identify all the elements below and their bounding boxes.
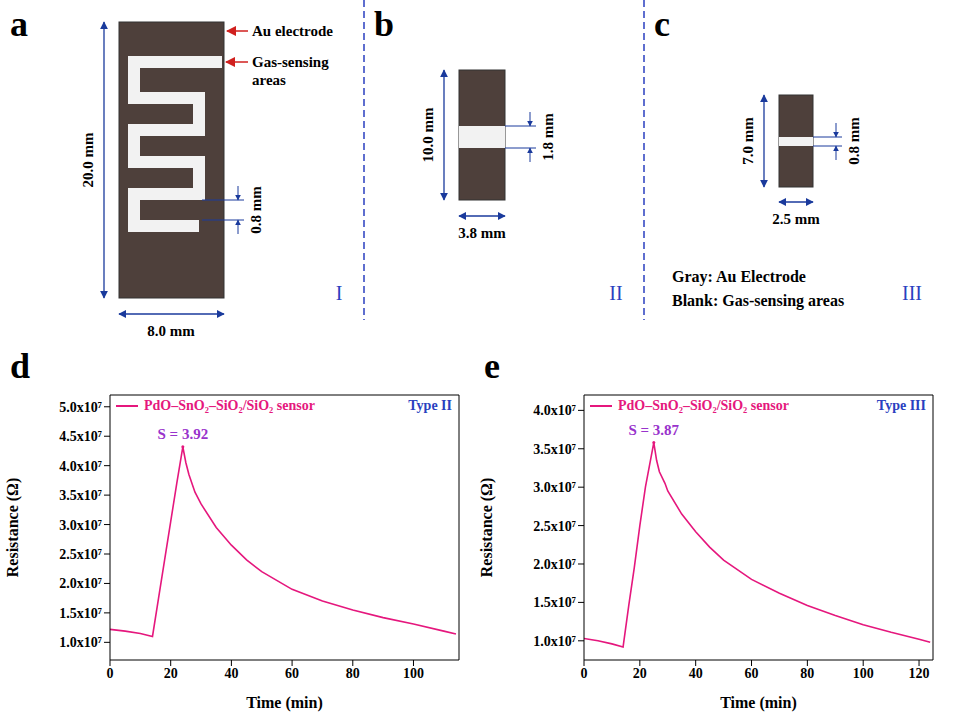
svg-text:4.0x10⁷: 4.0x10⁷ xyxy=(533,403,576,418)
svg-text:3.5x10⁷: 3.5x10⁷ xyxy=(59,488,102,503)
svg-text:Resistance (Ω): Resistance (Ω) xyxy=(4,478,22,577)
html-text:Type II: Type II xyxy=(408,398,452,413)
svg-text:Blank: Gas-sensing areas: Blank: Gas-sensing areas xyxy=(672,292,844,310)
svg-text:8.0 mm: 8.0 mm xyxy=(147,323,195,339)
svg-text:20.0 mm: 20.0 mm xyxy=(80,132,96,187)
svg-text:60: 60 xyxy=(285,666,299,681)
svg-text:3.0x10⁷: 3.0x10⁷ xyxy=(533,480,576,495)
svg-text:Resistance (Ω): Resistance (Ω) xyxy=(478,478,496,577)
svg-text:Gas-sensing: Gas-sensing xyxy=(252,54,329,70)
svg-text:5.0x10⁷: 5.0x10⁷ xyxy=(59,400,102,415)
svg-text:2.5x10⁷: 2.5x10⁷ xyxy=(59,547,102,562)
svg-text:40: 40 xyxy=(689,666,703,681)
svg-text:7.0 mm: 7.0 mm xyxy=(740,117,756,165)
html-text:e: e xyxy=(484,346,500,386)
svg-text:Au electrode: Au electrode xyxy=(252,23,333,39)
svg-text:100: 100 xyxy=(403,666,424,681)
svg-text:0.8 mm: 0.8 mm xyxy=(846,117,862,165)
svg-text:100: 100 xyxy=(853,666,874,681)
svg-text:areas: areas xyxy=(252,72,286,88)
html-text:PdO–SnO₂–SiO₂/SiO₂ sensor: PdO–SnO₂–SiO₂/SiO₂ sensor xyxy=(618,398,789,413)
svg-text:2.5 mm: 2.5 mm xyxy=(772,211,820,227)
svg-text:II: II xyxy=(609,282,622,304)
svg-text:I: I xyxy=(336,282,343,304)
svg-text:2.0x10⁷: 2.0x10⁷ xyxy=(533,557,576,572)
svg-text:80: 80 xyxy=(800,666,814,681)
svg-text:S = 3.87: S = 3.87 xyxy=(628,422,679,438)
svg-text:2.0x10⁷: 2.0x10⁷ xyxy=(59,576,102,591)
svg-text:1.5x10⁷: 1.5x10⁷ xyxy=(533,595,576,610)
html-text:d: d xyxy=(10,346,30,386)
svg-text:1.5x10⁷: 1.5x10⁷ xyxy=(59,606,102,621)
svg-text:III: III xyxy=(902,282,922,304)
svg-text:3.8 mm: 3.8 mm xyxy=(458,225,506,241)
svg-text:Gray: Au Electrode: Gray: Au Electrode xyxy=(672,268,806,286)
svg-text:3.0x10⁷: 3.0x10⁷ xyxy=(59,518,102,533)
svg-text:60: 60 xyxy=(745,666,759,681)
svg-text:80: 80 xyxy=(346,666,360,681)
svg-text:3.5x10⁷: 3.5x10⁷ xyxy=(533,442,576,457)
svg-text:4.0x10⁷: 4.0x10⁷ xyxy=(59,459,102,474)
svg-text:Time (min): Time (min) xyxy=(246,694,323,712)
svg-text:20: 20 xyxy=(633,666,647,681)
svg-text:Time (min): Time (min) xyxy=(720,694,797,712)
svg-text:b: b xyxy=(374,4,394,44)
svg-text:S = 3.92: S = 3.92 xyxy=(158,426,209,442)
svg-text:40: 40 xyxy=(224,666,238,681)
svg-text:2.5x10⁷: 2.5x10⁷ xyxy=(533,519,576,534)
svg-text:1.0x10⁷: 1.0x10⁷ xyxy=(533,634,576,649)
svg-text:4.5x10⁷: 4.5x10⁷ xyxy=(59,429,102,444)
svg-text:a: a xyxy=(10,4,28,44)
svg-text:c: c xyxy=(654,4,670,44)
svg-text:120: 120 xyxy=(909,666,930,681)
html-text:Type III: Type III xyxy=(876,398,926,413)
svg-text:10.0 mm: 10.0 mm xyxy=(420,107,436,162)
html-text:PdO–SnO₂–SiO₂/SiO₂ sensor: PdO–SnO₂–SiO₂/SiO₂ sensor xyxy=(144,398,315,413)
svg-text:1.8 mm: 1.8 mm xyxy=(540,113,556,161)
svg-text:0: 0 xyxy=(107,666,114,681)
svg-text:0.8 mm: 0.8 mm xyxy=(248,186,264,234)
svg-text:1.0x10⁷: 1.0x10⁷ xyxy=(59,635,102,650)
svg-text:0: 0 xyxy=(581,666,588,681)
svg-text:20: 20 xyxy=(164,666,178,681)
